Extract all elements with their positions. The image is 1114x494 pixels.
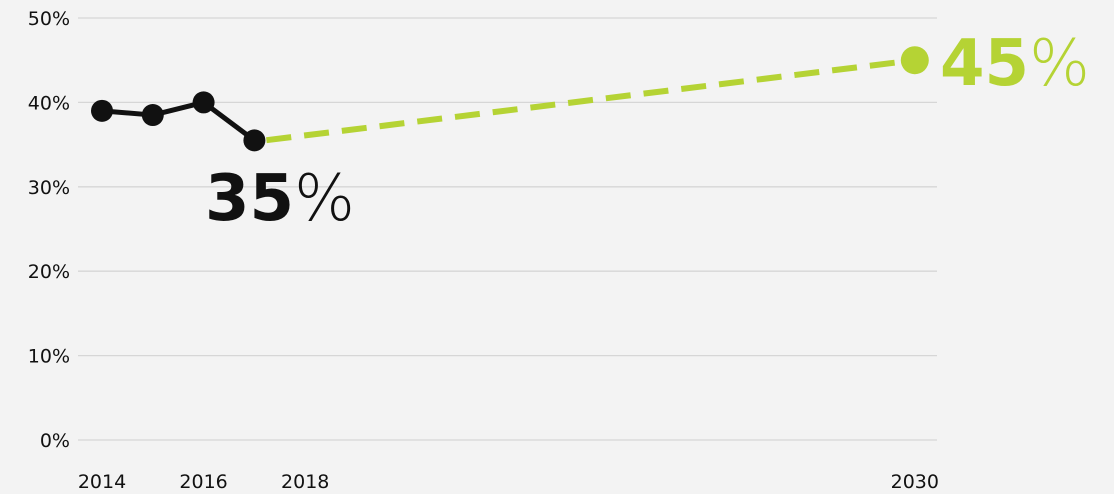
- annotation-target-unit: %: [1029, 27, 1090, 101]
- x-tick-label: 2016: [179, 471, 227, 493]
- actual-line: [101, 99, 256, 143]
- annotation-last-actual-unit: %: [294, 162, 355, 236]
- y-tick-label: 30%: [28, 177, 70, 199]
- grid-lines: [78, 17, 937, 441]
- x-axis-tick-labels: 2014 2016 2018 2030: [78, 471, 939, 493]
- y-tick-label: 20%: [28, 261, 70, 283]
- y-tick-label: 50%: [28, 8, 70, 30]
- y-tick-label: 40%: [28, 92, 70, 114]
- y-tick-label: 10%: [28, 346, 70, 368]
- y-axis-tick-labels: 0% 10% 20% 30% 40% 50%: [28, 8, 70, 452]
- annotation-target: 45%: [940, 27, 1090, 101]
- x-tick-label: 2030: [891, 471, 939, 493]
- data-point: [192, 91, 215, 114]
- x-tick-label: 2018: [281, 471, 329, 493]
- annotation-target-number: 45: [940, 27, 1029, 101]
- data-point: [243, 129, 266, 152]
- data-points: [91, 46, 929, 152]
- x-tick-label: 2014: [78, 471, 126, 493]
- data-point: [91, 99, 113, 122]
- data-point: [141, 104, 164, 127]
- projection-line: [266, 57, 916, 144]
- annotation-last-actual-number: 35: [205, 162, 294, 236]
- annotation-last-actual: 35%: [205, 162, 355, 236]
- series-lines: [101, 57, 916, 144]
- y-tick-label: 0%: [40, 430, 70, 452]
- target-point: [900, 46, 929, 75]
